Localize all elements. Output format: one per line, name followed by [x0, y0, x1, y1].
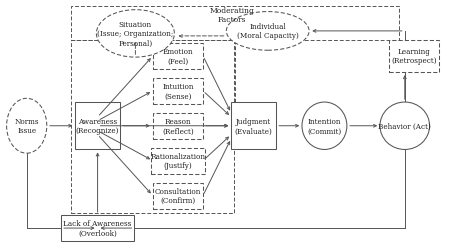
Text: Reason
(Reflect): Reason (Reflect)	[162, 118, 194, 135]
Text: Rationalization
(Justify): Rationalization (Justify)	[150, 152, 205, 170]
Text: Awareness
(Recognize): Awareness (Recognize)	[76, 118, 119, 135]
Text: Situation
(Issue; Organization;
Personal): Situation (Issue; Organization; Personal…	[97, 21, 173, 48]
FancyBboxPatch shape	[390, 40, 439, 73]
Text: Lack of Awareness
(Overlook): Lack of Awareness (Overlook)	[64, 220, 132, 237]
Ellipse shape	[96, 11, 174, 58]
Text: Intuition
(Sense): Intuition (Sense)	[162, 83, 194, 100]
Text: Individual
(Moral Capacity): Individual (Moral Capacity)	[237, 23, 299, 40]
FancyBboxPatch shape	[153, 183, 203, 209]
Text: Norms
Issue: Norms Issue	[14, 118, 39, 135]
Text: Learning
(Retrospect): Learning (Retrospect)	[392, 48, 437, 65]
Text: Intention
(Commit): Intention (Commit)	[307, 118, 342, 135]
Text: Judgment
(Evaluate): Judgment (Evaluate)	[235, 118, 273, 135]
Ellipse shape	[302, 102, 347, 150]
Text: Behavior (Act): Behavior (Act)	[378, 122, 431, 130]
FancyBboxPatch shape	[153, 113, 203, 139]
Ellipse shape	[380, 102, 429, 150]
FancyBboxPatch shape	[61, 215, 134, 241]
Ellipse shape	[227, 12, 309, 51]
FancyBboxPatch shape	[153, 78, 203, 104]
FancyBboxPatch shape	[151, 148, 205, 174]
FancyBboxPatch shape	[231, 102, 276, 150]
FancyBboxPatch shape	[75, 102, 120, 150]
Text: Consultation
(Confirm): Consultation (Confirm)	[155, 187, 201, 204]
FancyBboxPatch shape	[153, 44, 203, 70]
Text: Emotion
(Feel): Emotion (Feel)	[163, 48, 193, 65]
Text: Moderating
Factors: Moderating Factors	[210, 7, 255, 24]
Ellipse shape	[7, 99, 47, 154]
